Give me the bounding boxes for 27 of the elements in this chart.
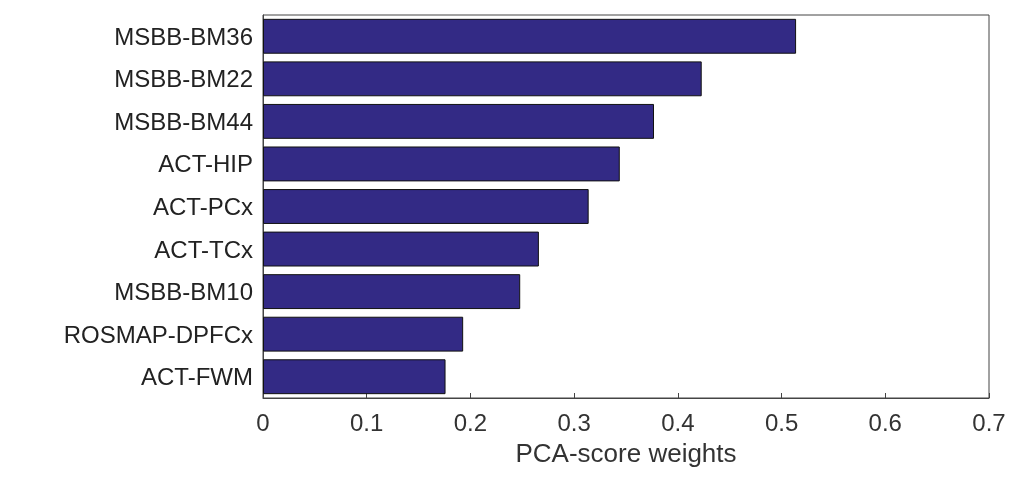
bar (263, 274, 521, 310)
x-tick-label: 0.1 (350, 408, 384, 436)
bar (263, 189, 589, 224)
bar (263, 103, 654, 139)
bar (263, 18, 797, 54)
x-tick-label: 0.6 (868, 408, 902, 436)
x-tick-label: 0.5 (764, 408, 799, 436)
y-tick-label: ACT-TCx (154, 235, 253, 263)
x-tick-label: 0.2 (453, 408, 488, 436)
y-tick-label: ROSMAP-DPFCx (63, 320, 253, 348)
bar (263, 61, 702, 97)
bar (263, 231, 539, 267)
x-tick-label: 0.3 (557, 408, 591, 436)
x-tick-label: 0.4 (661, 408, 695, 436)
x-tick-label: 0.7 (972, 408, 1006, 436)
x-tick-label: 0 (256, 408, 270, 436)
y-tick-label: MSBB-BM36 (114, 22, 253, 50)
bar (263, 359, 446, 395)
y-tick-label: ACT-PCx (152, 193, 253, 220)
y-tick-label: ACT-FWM (141, 363, 253, 391)
y-tick-label: MSBB-BM10 (114, 278, 253, 306)
y-tick-label: MSBB-BM44 (114, 107, 253, 135)
bar (263, 316, 464, 352)
bar (263, 146, 620, 182)
y-tick-label: MSBB-BM22 (114, 65, 253, 93)
x-axis-title: PCA-score weights (515, 438, 737, 468)
y-tick-label: ACT-HIP (158, 150, 253, 178)
